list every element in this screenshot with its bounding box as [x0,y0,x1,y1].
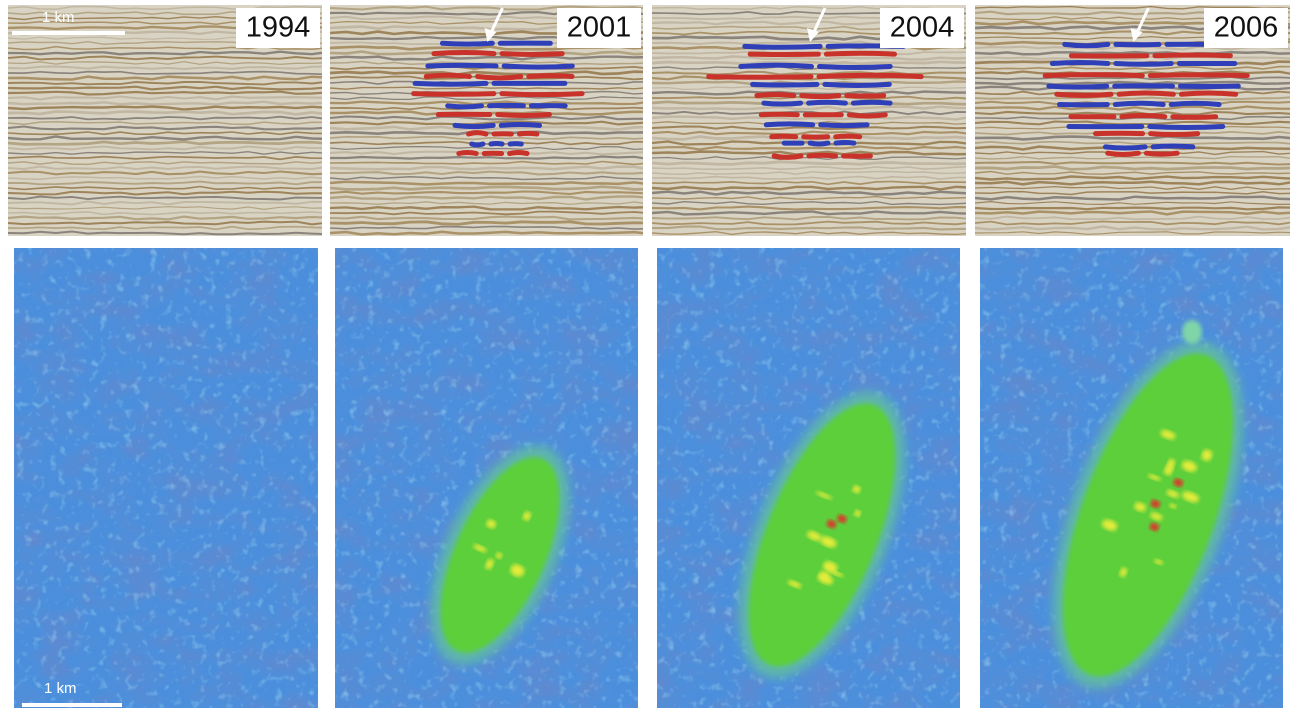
seismic-panel: 2004 [652,5,972,236]
anomaly-band [455,125,493,126]
anomaly-band [836,143,854,144]
map-speckle [14,248,318,708]
anomaly-band [1146,153,1177,154]
anomaly-band [414,94,494,95]
anomaly-band [1150,75,1247,76]
anomaly-band [809,102,846,103]
plume-lobe [1182,320,1202,344]
seismic-sections: 1994 2001 2004 2006 [8,5,1295,236]
anomaly-band [510,153,527,154]
map-panel [14,248,318,708]
reflector [330,192,650,195]
figure: 1994 2001 2004 2006 1 km 1 km [0,0,1296,713]
anomaly-band [1181,93,1235,94]
anomaly-band [469,133,487,134]
scale-label: 1 km [44,680,77,697]
year-label: 2006 [1214,12,1279,44]
anomaly-band [442,43,492,44]
amplitude-maps [14,248,1283,712]
anomaly-band [1049,86,1107,87]
anomaly-band [434,53,494,54]
anomaly-band [1116,64,1171,65]
anomaly-band [448,106,482,107]
anomaly-band [1171,103,1219,104]
anomaly-band [745,46,820,47]
anomaly-band [415,83,486,84]
map-panel [335,248,638,708]
anomaly-band [459,153,476,154]
year-label: 2001 [567,12,632,44]
anomaly-band [757,94,794,95]
anomaly-band [802,96,839,97]
anomaly-band [741,65,812,66]
page: 1994200120042006 1 km 1 km (() => { cons… [0,0,1296,713]
anomaly-band [826,53,894,54]
anomaly-band [501,125,539,126]
anomaly-band [478,77,521,78]
year-label: 2004 [890,12,955,44]
year-label: 1994 [246,12,311,44]
anomaly-band [753,84,817,85]
anomaly-band [774,156,801,157]
anomaly-band [529,76,572,77]
anomaly-band [1151,134,1198,135]
anomaly-band [1173,117,1216,118]
map-panel [657,248,960,708]
anomaly-band [853,102,890,103]
anomaly-band [810,143,828,144]
anomaly-band [1052,62,1108,63]
anomaly-band [1105,147,1145,148]
anomaly-band [426,75,469,76]
anomaly-band [1108,153,1139,154]
anomaly-band [820,67,891,68]
anomaly-band [491,144,502,145]
anomaly-band [1065,44,1108,45]
anomaly-band [836,136,860,137]
anomaly-band [821,125,867,126]
anomaly-band [1119,93,1173,94]
seismic-panel: 2006 [975,5,1295,236]
seismic-panel: 1994 [8,5,328,236]
anomaly-band [1122,116,1165,117]
anomaly-band [764,103,801,104]
anomaly-band [498,115,550,116]
anomaly-band [849,115,885,116]
anomaly-band [472,144,483,145]
anomaly-band [502,94,582,95]
anomaly-band [1115,103,1163,104]
anomaly-band [819,75,921,76]
anomaly-band [709,77,811,78]
anomaly-band [1057,94,1111,95]
anomaly-band [1155,55,1231,56]
anomaly-band [504,66,572,67]
anomaly-band [428,65,496,66]
anomaly-band [772,136,796,137]
anomaly-band [825,84,889,85]
anomaly-band [519,133,537,134]
seismic-panel: 2001 [330,5,650,236]
anomaly-band [502,54,562,55]
anomaly-band [1150,127,1223,128]
anomaly-band [809,155,836,156]
scale-label: 1 km [42,9,75,26]
anomaly-band [761,114,797,115]
anomaly-band [1153,146,1193,147]
map-panel [980,248,1283,712]
anomaly-band [1045,75,1142,76]
anomaly-band [766,124,812,125]
